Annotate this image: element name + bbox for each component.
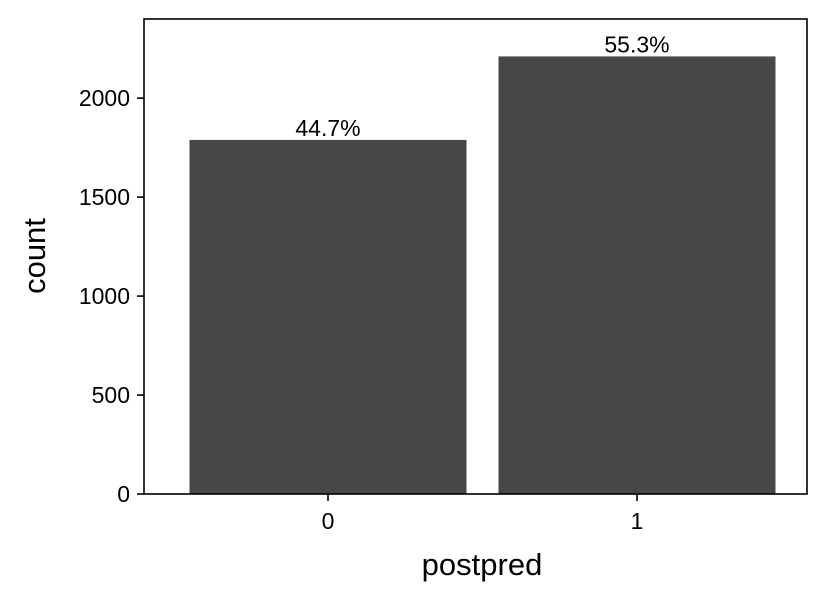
x-tick-label: 0: [322, 508, 335, 534]
bars-layer: [189, 56, 776, 495]
y-axis: 0 500 1000 1500 2000: [79, 85, 144, 507]
data-label-0: 44.7%: [295, 115, 360, 141]
bar-0: [189, 139, 467, 495]
bar-1: [498, 56, 776, 494]
x-tick-label: 1: [631, 508, 644, 534]
y-tick-label: 1500: [79, 184, 130, 210]
plot-frame: [143, 18, 808, 495]
data-label-1: 55.3%: [604, 31, 669, 57]
y-tick-label: 2000: [79, 85, 130, 111]
x-axis-title: postpred: [422, 547, 543, 582]
y-tick-label: 0: [117, 481, 130, 507]
y-tick-label: 500: [92, 382, 130, 408]
data-labels-layer: 44.7% 55.3%: [295, 31, 669, 141]
y-axis-title: count: [17, 218, 52, 294]
y-tick-label: 1000: [79, 283, 130, 309]
